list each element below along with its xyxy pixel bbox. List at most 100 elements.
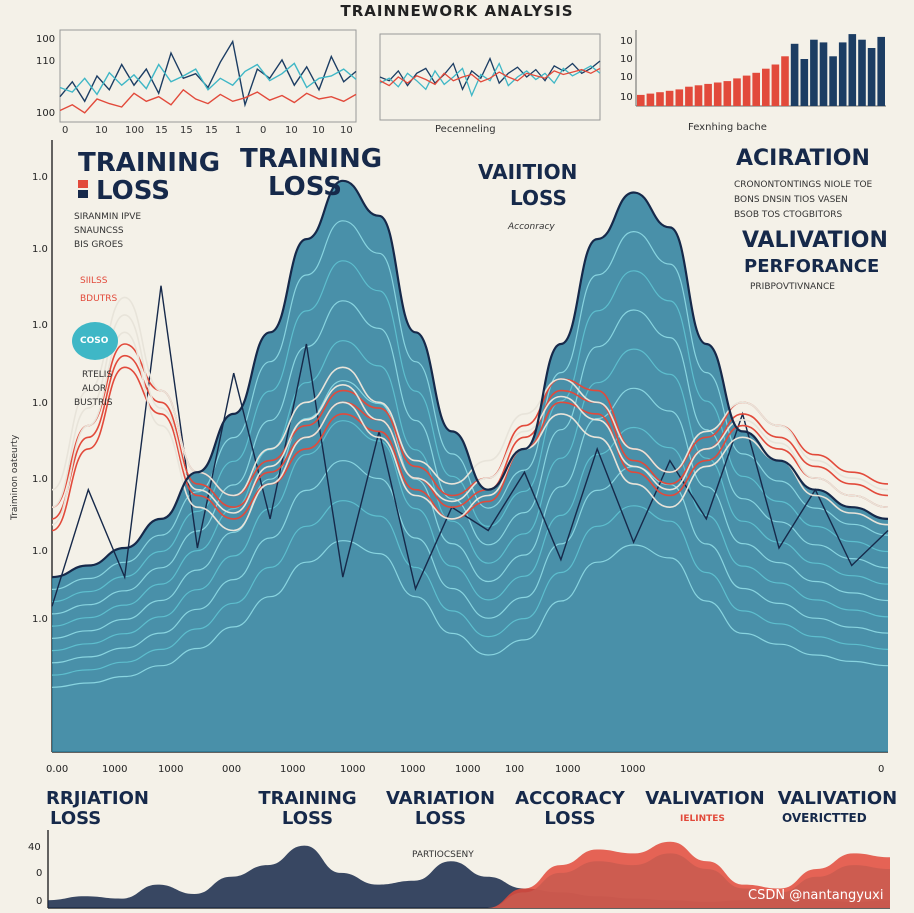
main-ytick: 1.0 — [32, 474, 48, 485]
bottom-area-red — [48, 841, 890, 908]
tr-bar — [637, 94, 645, 106]
main-ytick: 1.0 — [32, 172, 48, 183]
bottom-ytick: 0 — [36, 868, 43, 879]
main-ytick: 1.0 — [32, 244, 48, 255]
label-right-small-2: BONS DNSIN TIOS VASEN — [734, 195, 848, 205]
main-contour-line — [51, 420, 889, 652]
sidebar-text: BIS GROES — [74, 240, 124, 250]
main-xtick: 1000 — [340, 764, 366, 775]
main-ytick: 1.0 — [32, 546, 48, 557]
label-accuracy-small: Acconracy — [508, 222, 555, 232]
sidebar-text: BDUTRS — [80, 294, 118, 304]
tm-xlabel: Pecenneling — [435, 124, 496, 135]
tl-xtick: 10 — [285, 125, 298, 136]
bottom-label: LOSS — [414, 808, 467, 829]
main-ylabel: Traiminon oateurty — [10, 434, 20, 520]
tr-bar — [762, 68, 770, 106]
tr-bar — [704, 83, 712, 106]
tr-bar — [723, 81, 732, 106]
main-contour-line — [51, 500, 889, 676]
main-xtick: 1000 — [555, 764, 581, 775]
badge-text: COSO — [80, 336, 109, 346]
tr-bar — [675, 89, 684, 106]
bottom-label: OVERICTTED — [782, 811, 867, 825]
bottom-label: TRAINING — [258, 788, 357, 809]
tr-bar — [829, 56, 837, 106]
tl-ytick: 100 — [36, 34, 56, 45]
main-xtick: 1000 — [620, 764, 646, 775]
tr-bar — [790, 43, 799, 106]
tr-bar — [838, 42, 847, 106]
main-contour-line — [51, 460, 889, 664]
bottom-label: VALIVATION — [777, 788, 898, 809]
main-performance-line — [51, 331, 889, 532]
tl-xtick: 15 — [180, 125, 193, 136]
bottom-small: PARTIOCSENY — [412, 850, 474, 860]
main-contour-line — [51, 380, 889, 639]
main-xtick: 000 — [222, 764, 242, 775]
tr-bar — [646, 93, 655, 106]
sidebar-text: ALOR — [82, 384, 107, 394]
tl-xtick: 15 — [155, 125, 168, 136]
tr-ytick: 10 — [620, 72, 633, 83]
legend-swatch — [78, 180, 88, 188]
tr-bar — [877, 36, 885, 106]
tl-xtick: 15 — [205, 125, 218, 136]
bottom-label: ACCORACY — [515, 788, 625, 809]
tl-xtick: 0 — [62, 125, 69, 136]
main-chart — [51, 140, 889, 753]
bottom-label: LOSS — [281, 808, 334, 829]
tr-ytick: 10 — [620, 54, 633, 65]
tr-bar — [742, 75, 751, 106]
label-training-loss-2b: LOSS — [268, 172, 343, 202]
label-training-loss-1: TRAINING — [78, 148, 221, 178]
main-ytick: 1.0 — [32, 320, 48, 331]
tl-series-line — [59, 39, 357, 108]
tl-xtick: 0 — [260, 125, 267, 136]
main-contour-line — [51, 220, 889, 590]
watermark: CSDN @nantangyuxi — [748, 888, 884, 903]
tr-bar — [810, 39, 818, 107]
bottom-ytick: 0 — [36, 896, 43, 907]
sidebar-text: RTELIS — [82, 370, 113, 380]
label-valivation: VALIVATION — [742, 228, 888, 253]
tr-bar — [848, 34, 857, 106]
tr-xlabel: Fexnhing bache — [688, 122, 767, 133]
tr-bar — [752, 72, 760, 106]
tr-ytick: 10 — [620, 92, 633, 103]
sidebar-text: SNAUNCSS — [74, 226, 124, 236]
bottom-label: LOSS — [50, 808, 102, 829]
tr-bar — [781, 56, 789, 106]
main-ytick: 1.0 — [32, 614, 48, 625]
main-contour-line — [51, 340, 889, 627]
tl-xtick: 10 — [312, 125, 325, 136]
main-xtick: 1000 — [455, 764, 481, 775]
bottom-label: IELINTES — [680, 814, 725, 824]
tr-bar — [819, 42, 828, 106]
bottom-label: VARIATION — [385, 788, 496, 809]
main-xtick: 100 — [505, 764, 525, 775]
legend-swatch — [78, 190, 88, 198]
tl-xtick: 1 — [235, 125, 242, 136]
tl-ytick: 100 — [36, 108, 56, 119]
page-title: TRAINNEWORK ANALYSIS — [340, 2, 574, 20]
tl-xtick: 10 — [340, 125, 353, 136]
main-xtick: 1000 — [400, 764, 426, 775]
label-vaition: VAIITION — [478, 160, 578, 184]
tr-bar — [858, 39, 866, 107]
main-xtick: 0 — [878, 764, 885, 775]
main-xtick: 1000 — [280, 764, 306, 775]
tl-series-line — [59, 88, 357, 114]
tm-series-line — [379, 56, 601, 91]
top-left-chart — [59, 29, 357, 123]
tl-xtick: 100 — [125, 125, 145, 136]
top-right-chart — [635, 30, 886, 107]
tr-bar — [771, 64, 780, 106]
main-ytick: 1.0 — [32, 398, 48, 409]
tl-xtick: 10 — [95, 125, 108, 136]
bottom-label: VALIVATION — [645, 788, 765, 809]
bottom-label: LOSS — [544, 808, 596, 829]
main-validation-loss-line — [51, 354, 889, 520]
tl-series-line — [59, 62, 357, 96]
label-vaition-b: LOSS — [510, 186, 567, 210]
